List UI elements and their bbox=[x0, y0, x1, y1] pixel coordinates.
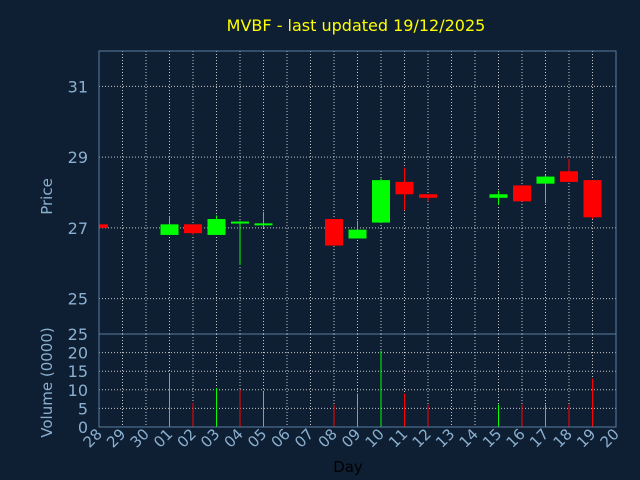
volume-plot-frame bbox=[98, 333, 617, 428]
x-tick-label: 08 bbox=[315, 425, 341, 451]
candle bbox=[513, 185, 531, 202]
candle-body bbox=[231, 221, 249, 224]
x-tick-label: 20 bbox=[597, 425, 623, 451]
x-tick-label: 02 bbox=[174, 425, 200, 451]
x-tick-label: 15 bbox=[479, 425, 505, 451]
volume-tick-label: 25 bbox=[68, 325, 88, 344]
price-tick-label: 29 bbox=[68, 148, 88, 167]
candle bbox=[489, 190, 508, 205]
candle bbox=[184, 224, 202, 235]
candle-body bbox=[395, 181, 414, 195]
chart-title: MVBF - last updated 19/12/2025 bbox=[227, 16, 486, 35]
candle-body bbox=[325, 219, 343, 246]
x-tick-label: 07 bbox=[291, 425, 317, 451]
candle-body bbox=[419, 194, 437, 198]
candle bbox=[160, 217, 179, 235]
x-axis-label: Day bbox=[333, 458, 363, 476]
candle-body bbox=[160, 224, 179, 235]
candle-body bbox=[254, 223, 273, 226]
volume-tick-label: 15 bbox=[68, 362, 88, 381]
x-tick-label: 18 bbox=[550, 425, 576, 451]
candle bbox=[560, 158, 578, 182]
candle-body bbox=[536, 176, 555, 184]
candle bbox=[583, 180, 602, 220]
price-tick-label: 31 bbox=[68, 77, 88, 96]
x-tick-label: 12 bbox=[409, 425, 435, 451]
x-tick-label: 30 bbox=[127, 425, 153, 451]
price-axis-label: Price bbox=[38, 178, 56, 215]
x-tick-label: 05 bbox=[244, 425, 270, 451]
x-tick-label: 06 bbox=[268, 425, 294, 451]
plot-frames bbox=[98, 50, 617, 428]
candle bbox=[325, 219, 343, 246]
candle bbox=[207, 215, 226, 235]
candle-body bbox=[489, 194, 508, 198]
candle-body bbox=[184, 224, 202, 234]
price-tick-label: 27 bbox=[68, 219, 88, 238]
candle bbox=[98, 224, 108, 228]
volume-axis-label: Volume (0000) bbox=[38, 327, 56, 437]
x-tick-label: 04 bbox=[221, 425, 247, 451]
x-tick-label: 19 bbox=[573, 425, 599, 451]
candle-body bbox=[560, 171, 578, 182]
x-tick-label: 03 bbox=[197, 425, 223, 451]
x-tick-label: 14 bbox=[456, 425, 482, 451]
x-tick-label: 09 bbox=[338, 425, 364, 451]
grid-lines bbox=[99, 51, 616, 427]
candle bbox=[395, 167, 414, 211]
x-tick-label: 16 bbox=[503, 425, 529, 451]
chart-marks bbox=[98, 158, 602, 427]
x-tick-label: 13 bbox=[432, 425, 458, 451]
x-tick-label: 11 bbox=[385, 425, 411, 451]
candle bbox=[536, 174, 555, 204]
x-tick-label: 29 bbox=[103, 425, 129, 451]
candle bbox=[419, 194, 437, 202]
volume-tick-label: 10 bbox=[68, 381, 88, 400]
candle-body bbox=[99, 224, 108, 228]
candle-body bbox=[207, 219, 226, 235]
candle-body bbox=[348, 229, 367, 239]
candle bbox=[372, 178, 390, 223]
x-tick-label: 17 bbox=[526, 425, 552, 451]
x-tick-label: 01 bbox=[150, 425, 176, 451]
candle-body bbox=[513, 185, 531, 202]
volume-tick-label: 5 bbox=[78, 399, 88, 418]
candle bbox=[348, 220, 367, 239]
x-tick-label: 10 bbox=[362, 425, 388, 451]
candle-body bbox=[583, 180, 602, 218]
candle bbox=[231, 220, 249, 266]
volume-tick-label: 20 bbox=[68, 344, 88, 363]
candle-body bbox=[372, 180, 390, 223]
price-tick-label: 25 bbox=[68, 290, 88, 309]
volume-tick-label: 0 bbox=[78, 418, 88, 437]
candle bbox=[254, 211, 273, 228]
